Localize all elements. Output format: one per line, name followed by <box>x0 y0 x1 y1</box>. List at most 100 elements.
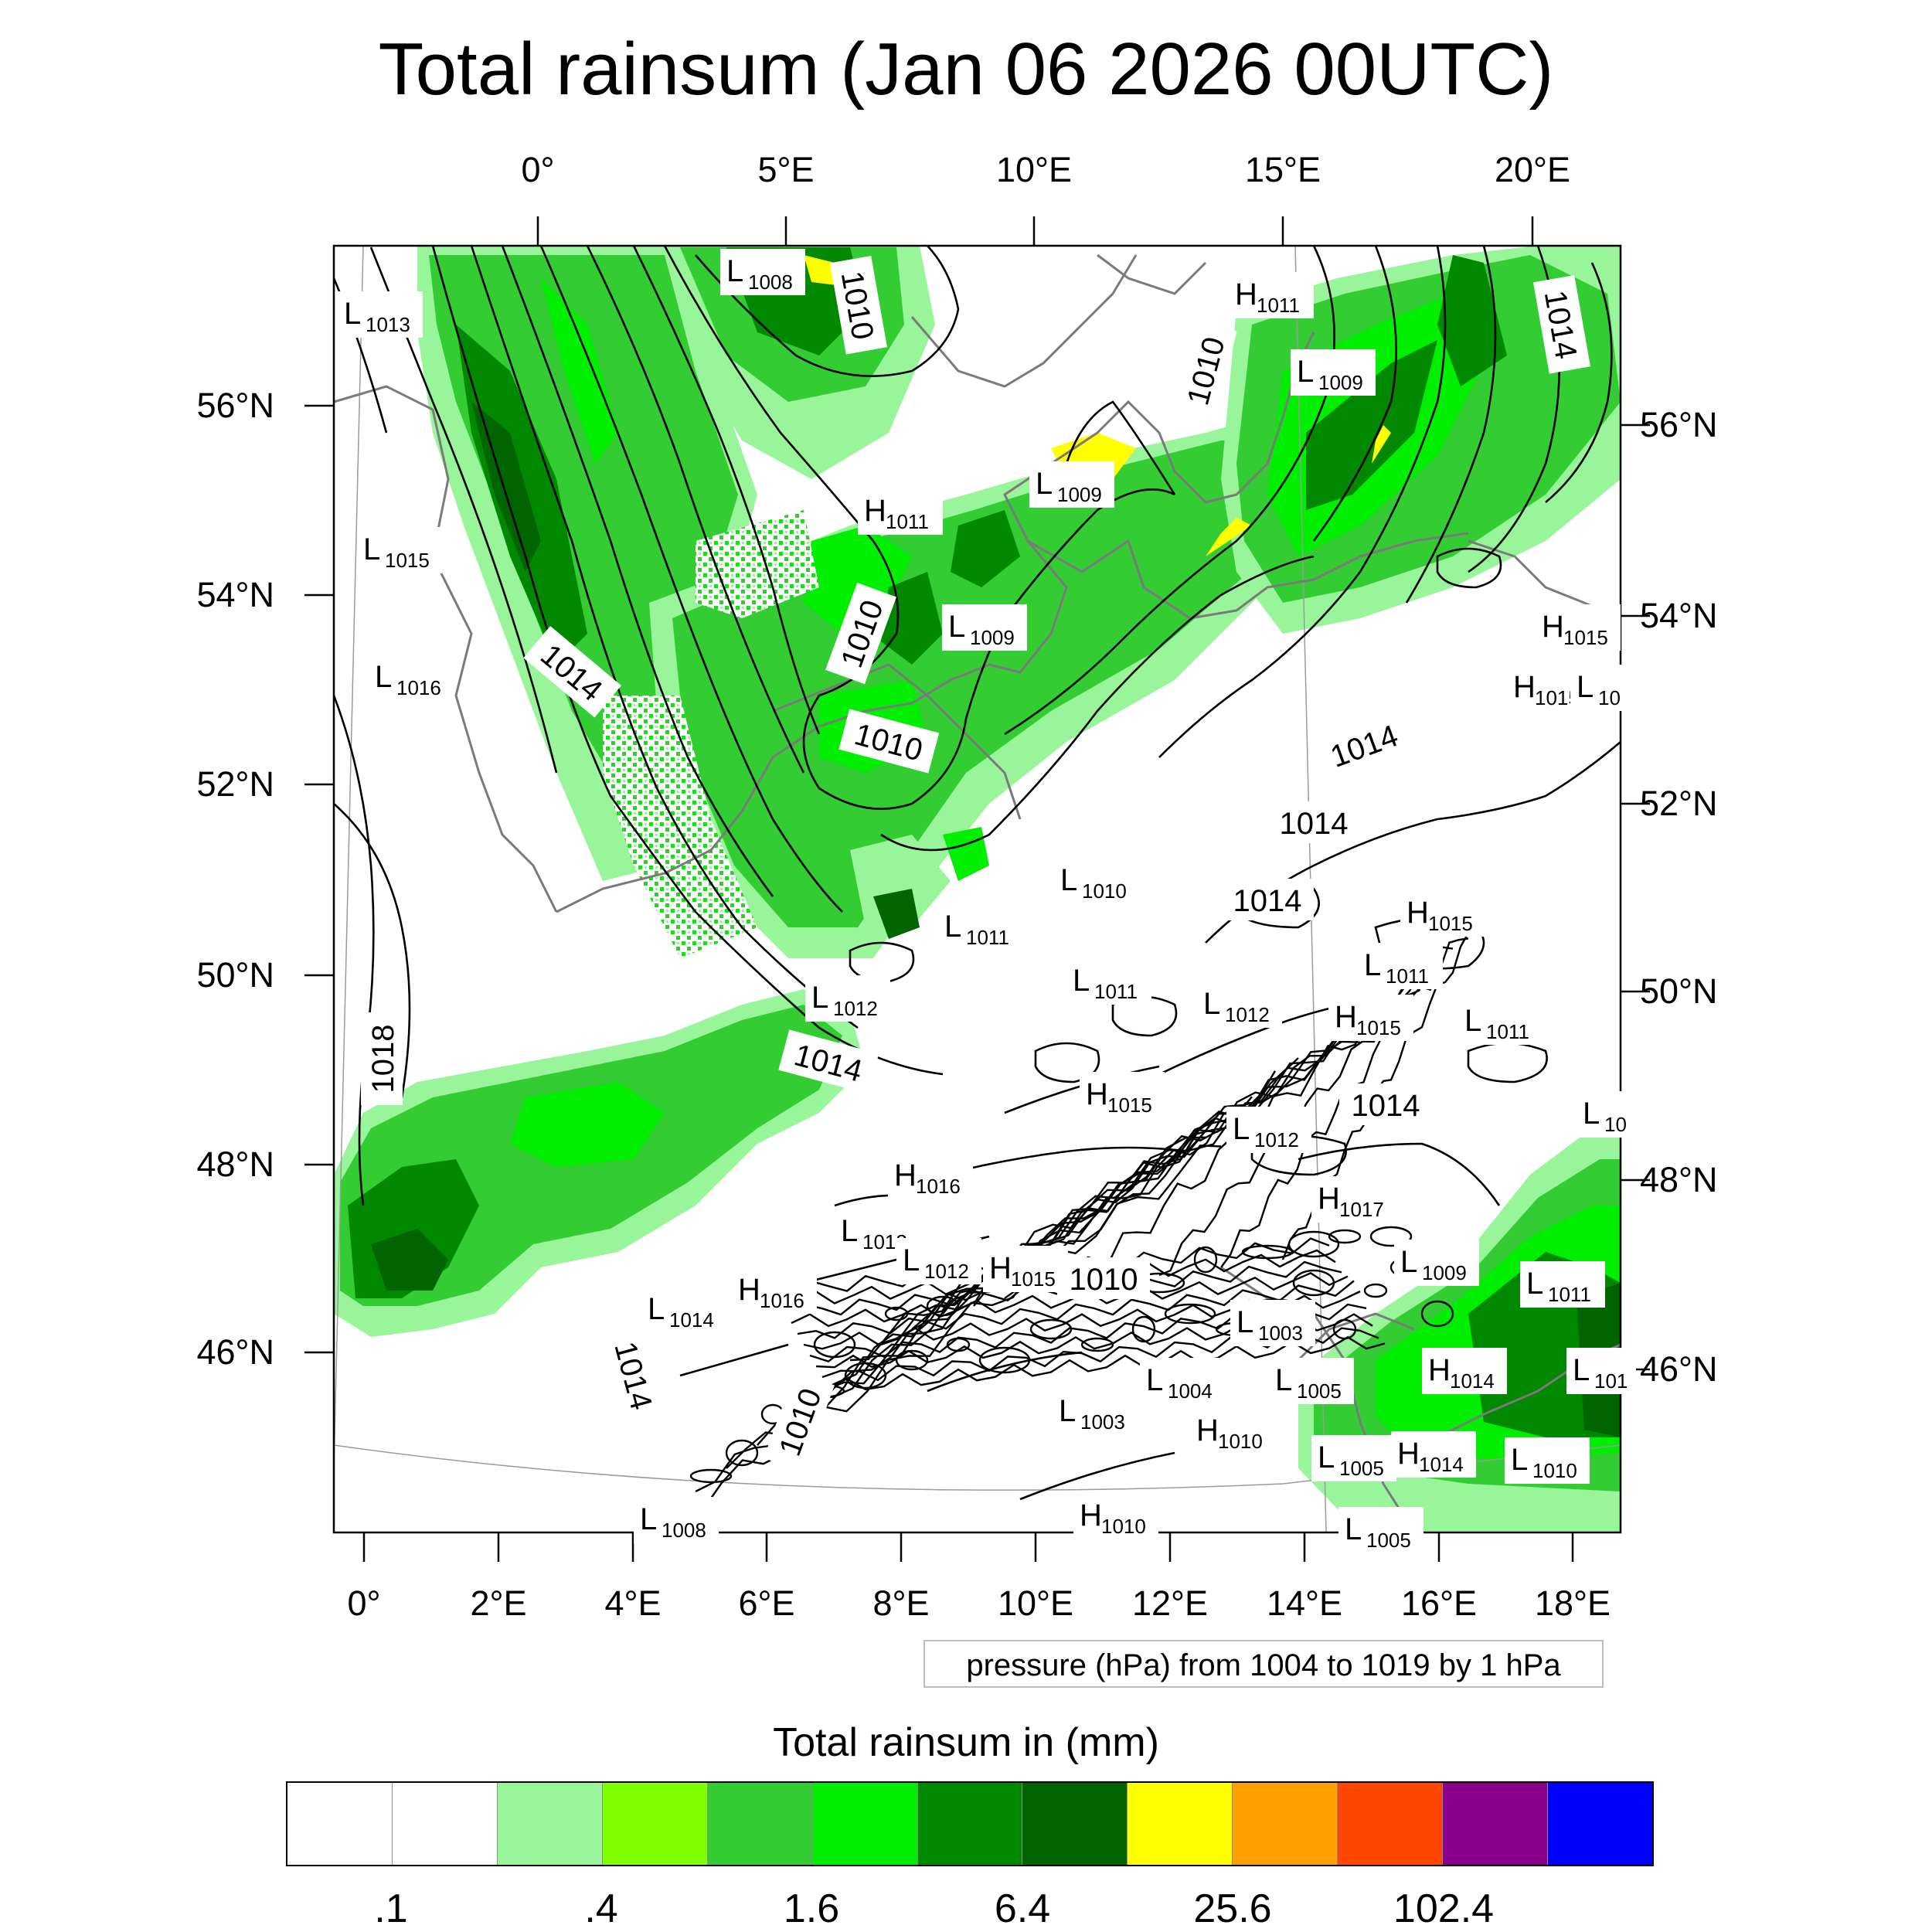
isobar-value-label: 1014 <box>1532 275 1590 374</box>
pressure-label-background <box>634 1497 719 1543</box>
isobar-value-label: 1010 <box>1057 1257 1150 1299</box>
colorbar-swatch <box>1338 1783 1444 1865</box>
pressure-center-kind: L <box>841 1214 858 1248</box>
pressure-center-kind: L <box>1400 1245 1417 1279</box>
pressure-label-background <box>1458 998 1543 1045</box>
colorbar-swatch <box>602 1783 708 1865</box>
pressure-label-background <box>1566 1348 1636 1394</box>
colorbar-swatch <box>287 1783 393 1865</box>
pressure-center-kind: L <box>948 610 965 644</box>
pressure-center-value: 1010 <box>1082 879 1127 903</box>
pressure-center-value: 1011 <box>1548 1283 1591 1306</box>
low-pressure-label: L 1010 <box>1054 858 1139 904</box>
pressure-center-kind: L <box>1275 1363 1292 1397</box>
pressure-center-value: 1008 <box>748 270 793 294</box>
bottom-lon-label: 16°E <box>1400 1583 1478 1623</box>
right-lat-label: 52°N <box>1640 784 1718 823</box>
pressure-center-kind: L <box>1364 948 1381 982</box>
low-pressure-label: L 1012 <box>805 975 890 1022</box>
alpine-isobar <box>791 1272 1349 1328</box>
pressure-center-kind: L <box>1036 467 1053 501</box>
bottom-lon-label: 10°E <box>997 1583 1074 1623</box>
high-pressure-label: H 1014 <box>1391 1431 1476 1478</box>
pressure-label-background <box>983 1246 1068 1292</box>
pressure-label-background <box>357 527 442 573</box>
isobar-label-background <box>361 1012 403 1105</box>
pressure-center-kind: L <box>1059 1394 1076 1428</box>
pressure-center-kind: H <box>1235 277 1257 311</box>
pressure-center-value: 1015 <box>385 549 430 572</box>
pressure-center-kind: L <box>1577 670 1594 704</box>
pressure-label-background <box>1358 943 1443 989</box>
pressure-center-value: 1009 <box>1318 371 1363 394</box>
colorbar-tick-label: 6.4 <box>994 1886 1051 1931</box>
pressure-label-background <box>1536 604 1621 651</box>
pressure-center-kind: L <box>1573 1353 1590 1387</box>
pressure-center-value: 1015 <box>1011 1267 1056 1291</box>
top-lon-label: 20°E <box>1494 150 1571 189</box>
pressure-center-kind: H <box>894 1158 917 1192</box>
colorbar-swatch <box>1022 1783 1128 1865</box>
pressure-label-background <box>1291 349 1376 396</box>
low-pressure-label: L 1011 <box>1458 998 1543 1045</box>
alpine-isobar-loop <box>689 1468 733 1484</box>
pressure-center-kind: L <box>1233 1112 1250 1146</box>
alpine-isobar-loop <box>1131 1315 1156 1343</box>
pressure-center-value: 10 <box>1598 686 1621 709</box>
low-pressure-label: L 1011 <box>938 904 1023 951</box>
pressure-label-background <box>1080 1072 1165 1118</box>
high-pressure-label: H 1015 <box>1400 890 1485 937</box>
colorbar-swatch <box>917 1783 1023 1865</box>
pressure-center-value: 1017 <box>1339 1198 1384 1221</box>
high-pressure-label: H 1010 <box>1073 1493 1158 1539</box>
pressure-center-kind: L <box>1073 964 1090 998</box>
low-pressure-label: L 1012 <box>896 1238 981 1284</box>
pressure-label-background <box>1577 1091 1631 1138</box>
high-pressure-label: H 1017 <box>1311 1176 1396 1223</box>
pressure-center-value: 1016 <box>760 1289 804 1312</box>
pressure-label-background <box>1338 1507 1423 1553</box>
right-lat-label: 54°N <box>1640 596 1718 635</box>
pressure-center-value: 1003 <box>1080 1410 1125 1434</box>
pressure-center-value: 101 <box>1594 1369 1628 1393</box>
pressure-center-value: 1014 <box>1450 1369 1495 1393</box>
bottom-lon-label: 18°E <box>1534 1583 1611 1623</box>
pressure-label-background <box>732 1267 817 1314</box>
isobar-value-label: 1014 <box>1221 879 1314 920</box>
right-lat-label: 46°N <box>1640 1349 1718 1389</box>
pressure-label-background <box>888 1153 973 1199</box>
pressure-center-kind: L <box>1583 1097 1600 1131</box>
low-pressure-label: L 1015 <box>357 527 442 573</box>
pressure-label-background <box>1400 890 1485 937</box>
pressure-center-value: 1012 <box>1254 1128 1299 1151</box>
alpine-isobar-loop <box>813 1331 856 1359</box>
alpine-isobar-loop <box>978 1346 1031 1374</box>
pressure-label-background <box>1140 1358 1225 1404</box>
pressure-center-value: 1011 <box>1486 1020 1529 1043</box>
pressure-center-kind: L <box>640 1502 657 1536</box>
isobar-lines <box>334 246 1621 1501</box>
bottom-lon-label: 12°E <box>1131 1583 1209 1623</box>
bottom-lon-label: 6°E <box>738 1583 795 1623</box>
high-pressure-label: H 1014 <box>1422 1348 1507 1394</box>
pressure-center-kind: H <box>1196 1413 1219 1447</box>
pressure-label-background <box>805 975 890 1022</box>
isobar-label-background <box>838 709 940 774</box>
bottom-lon-label: 2°E <box>470 1583 527 1623</box>
pressure-label-background <box>942 604 1027 651</box>
pressure-center-kind: L <box>1511 1443 1528 1477</box>
isobar-label-background <box>825 583 896 685</box>
pressure-center-kind: H <box>738 1273 760 1307</box>
low-pressure-label: L 1008 <box>634 1497 719 1543</box>
pressure-center-value: 1005 <box>1339 1457 1384 1480</box>
pressure-center-kind: H <box>1428 1353 1451 1387</box>
colorbar <box>286 1781 1654 1866</box>
low-pressure-label: L 1005 <box>1269 1358 1354 1404</box>
pressure-label-background <box>1311 1435 1396 1481</box>
pressure-label-background <box>1029 461 1114 508</box>
pressure-center-kind: L <box>1203 987 1220 1021</box>
low-pressure-label: L 1013 <box>338 291 423 338</box>
low-pressure-label: L 1004 <box>1140 1358 1225 1404</box>
